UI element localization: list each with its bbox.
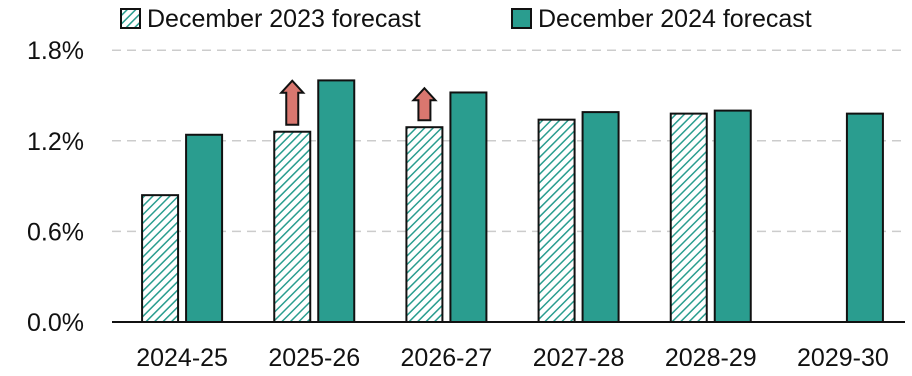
y-tick-labels: 0.0% 0.6% 1.2% 1.8% bbox=[27, 37, 84, 337]
legend-label-december-2024: December 2024 forecast bbox=[538, 5, 812, 33]
x-tick-label: 2024-25 bbox=[136, 344, 228, 372]
x-tick-label: 2027-28 bbox=[533, 344, 625, 372]
bar-december-2023-forecast bbox=[405, 126, 444, 323]
bar-december-2024-forecast bbox=[449, 91, 488, 324]
bar-december-2024-forecast bbox=[581, 111, 620, 323]
legend-label-december-2023: December 2023 forecast bbox=[147, 5, 421, 33]
x-tick-labels: 2024-25 2025-26 2026-27 2027-28 2028-29 2029-… bbox=[136, 344, 889, 372]
x-tick-label: 2025-26 bbox=[268, 344, 360, 372]
y-tick-label: 1.2% bbox=[27, 128, 84, 156]
up-arrow-icon bbox=[411, 86, 438, 122]
y-tick-label: 1.8% bbox=[27, 37, 84, 65]
bar-december-2023-forecast bbox=[669, 112, 708, 324]
annotation-arrows bbox=[278, 79, 438, 126]
grid-lines bbox=[112, 49, 905, 233]
bar-december-2024-forecast bbox=[713, 109, 752, 323]
legend: December 2023 forecast December 2024 for… bbox=[120, 5, 812, 33]
bar-december-2023-forecast bbox=[141, 194, 180, 323]
legend-swatch-hatched bbox=[120, 8, 141, 29]
bar-december-2023-forecast bbox=[273, 130, 312, 323]
bar-december-2024-forecast bbox=[845, 112, 884, 324]
bar-december-2024-forecast bbox=[317, 79, 356, 324]
x-tick-label: 2026-27 bbox=[401, 344, 493, 372]
bar-december-2023-forecast bbox=[537, 118, 576, 323]
x-tick-label: 2028-29 bbox=[665, 344, 757, 372]
y-tick-label: 0.6% bbox=[27, 218, 84, 246]
bars bbox=[141, 79, 884, 324]
bar-december-2024-forecast bbox=[185, 133, 224, 323]
y-tick-label: 0.0% bbox=[27, 309, 84, 337]
x-tick-label: 2029-30 bbox=[797, 344, 889, 372]
up-arrow-icon bbox=[278, 79, 306, 126]
legend-swatch-solid bbox=[511, 8, 532, 29]
